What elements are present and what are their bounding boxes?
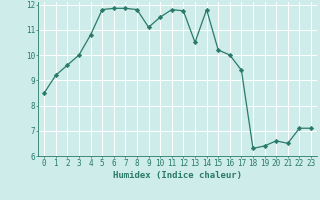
X-axis label: Humidex (Indice chaleur): Humidex (Indice chaleur) xyxy=(113,171,242,180)
